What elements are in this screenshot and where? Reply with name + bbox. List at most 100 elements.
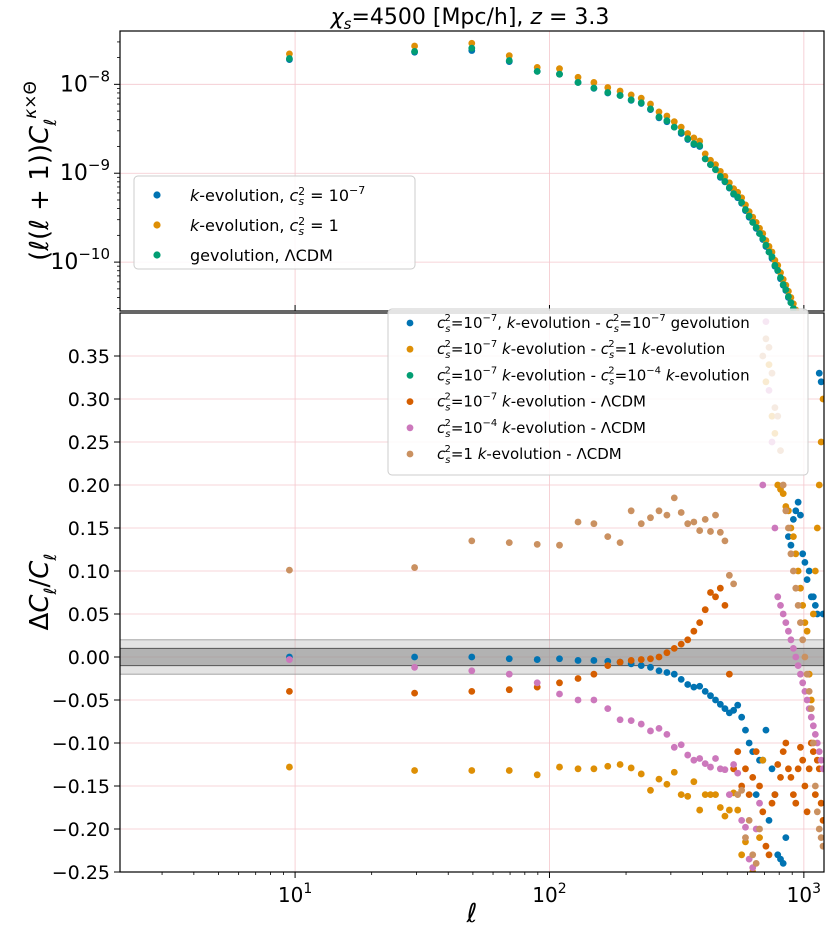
top-point-green [627,96,635,104]
bottom-point-vermillion [756,782,763,790]
bottom-point-orange [533,771,541,779]
bottom-point-blue [811,602,819,609]
bottom-point-pink [712,755,719,762]
chart-title: χs=4500 [Mpc/h], z = 3.3 [330,5,610,33]
top-point-blue [808,361,815,368]
bottom-point-pink [797,670,804,678]
bottom-point-vermillion [696,619,704,626]
bottom-x-tick-label: 102 [532,881,566,907]
bottom-point-vermillion [762,842,770,850]
bottom-point-vermillion [817,799,824,807]
bottom-point-vermillion [749,774,757,781]
bottom-point-blue [411,653,418,661]
top-point-green [749,218,757,226]
bottom-legend-label: cs2=10−7 k-evolution - cs2=1 k-evolution [437,339,725,361]
bottom-point-pink [556,690,563,698]
bottom-y-tick-label: 0.15 [68,518,110,540]
x-axis-label: ℓ [466,899,478,929]
bottom-point-orange [505,767,513,774]
top-point-orange [701,150,709,158]
bottom-point-orange [556,763,563,771]
bottom-point-orange [663,780,671,788]
bottom-point-vermillion [745,791,753,798]
bottom-point-orange [684,792,692,800]
bottom-point-vermillion [742,765,749,773]
top-point-green [707,161,714,169]
bottom-point-orange [411,767,418,774]
bottom-point-vermillion [684,636,692,644]
bottom-point-vermillion [707,589,714,596]
top-point-orange [670,118,678,126]
bottom-point-tan [805,688,813,695]
bottom-point-orange [756,834,763,841]
top-point-green [721,177,729,185]
bottom-point-vermillion [670,645,678,652]
top-point-green [712,166,719,173]
top-y-tick-label: 10−9 [60,156,110,186]
bottom-point-orange [794,567,802,575]
bottom-point-vermillion [677,640,685,648]
bottom-point-vermillion [771,791,779,798]
bottom-point-vermillion [782,739,790,747]
top-point-orange [677,123,685,131]
bottom-point-orange [590,765,598,773]
bottom-point-orange [725,806,733,814]
bottom-legend-marker [406,398,414,405]
top-point-green [690,140,698,148]
bottom-point-tan [590,520,598,528]
top-point-green [759,234,767,242]
bottom-point-tan [803,670,811,678]
bottom-point-blue [803,576,811,583]
bottom-point-pink [785,627,792,635]
bottom-point-blue [765,817,773,824]
bottom-point-vermillion [789,791,797,798]
bottom-point-orange [753,890,760,897]
bottom-point-tan [655,507,663,515]
bottom-point-pink [701,760,709,768]
bottom-point-vermillion [604,662,612,669]
bottom-point-vermillion [286,688,293,695]
top-point-blue [810,367,817,374]
bottom-point-tan [738,786,746,794]
top-point-green [684,135,692,143]
bottom-point-vermillion [637,656,645,663]
top-legend-box [133,175,416,270]
bottom-point-tan [815,825,823,833]
bottom-point-blue [742,726,749,734]
bottom-x-tick-label: 103 [787,881,821,907]
top-y-ticks: 10−8 10−9 10−10 [50,41,805,311]
bottom-point-pink [777,602,784,609]
top-point-green [411,47,418,55]
bottom-point-blue [707,692,714,700]
bottom-point-pink [779,610,787,618]
bottom-point-orange [574,765,582,773]
bottom-point-vermillion [716,584,724,592]
bottom-point-tan [677,509,685,516]
bottom-point-vermillion [809,748,817,755]
bottom-point-vermillion [777,774,784,781]
bottom-point-orange [813,524,821,532]
top-point-orange [810,361,817,368]
bottom-point-tan [690,518,698,526]
bottom-point-blue [768,765,776,773]
bottom-point-orange [604,762,612,770]
bottom-legend-label: cs2=10−7 k-evolution - ΛCDM [437,392,646,414]
bottom-point-vermillion [779,748,787,755]
bottom-point-blue [663,669,671,676]
top-point-green [779,281,787,288]
bottom-point-tan [684,520,692,528]
bottom-point-orange [696,806,704,814]
bottom-point-blue [779,860,787,867]
bottom-point-blue [815,369,823,377]
bottom-point-orange [734,806,742,814]
top-point-green [742,206,749,213]
top-point-green [716,173,724,180]
bottom-point-tan [745,817,753,824]
bottom-point-pink [468,667,476,675]
top-point-orange [690,134,698,142]
bottom-point-pink [721,766,729,774]
top-point-green [774,266,782,274]
bottom-point-vermillion [801,782,809,790]
bottom-point-pink [670,743,678,751]
bottom-point-blue [799,550,807,558]
